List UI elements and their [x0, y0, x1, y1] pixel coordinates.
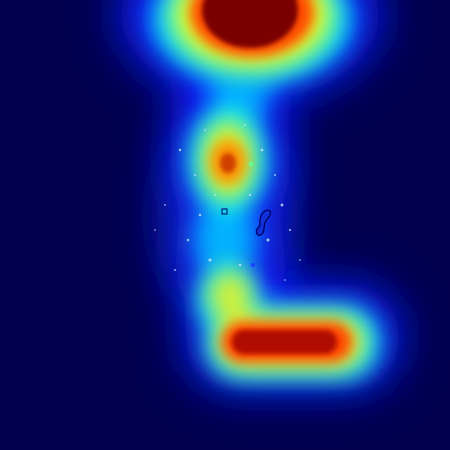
top-hotspot: [202, 0, 298, 48]
core-layer: [202, 0, 337, 354]
small-dot-mark: [249, 162, 253, 166]
small-dot-mark-2: [251, 263, 255, 267]
contour-marks: [221, 162, 272, 267]
squiggle-contour: [255, 209, 272, 236]
bottom-band-hotspot: [232, 330, 337, 354]
middle-hotspot: [220, 153, 236, 173]
star-specks: [154, 124, 301, 281]
small-square-mark: [221, 208, 228, 215]
